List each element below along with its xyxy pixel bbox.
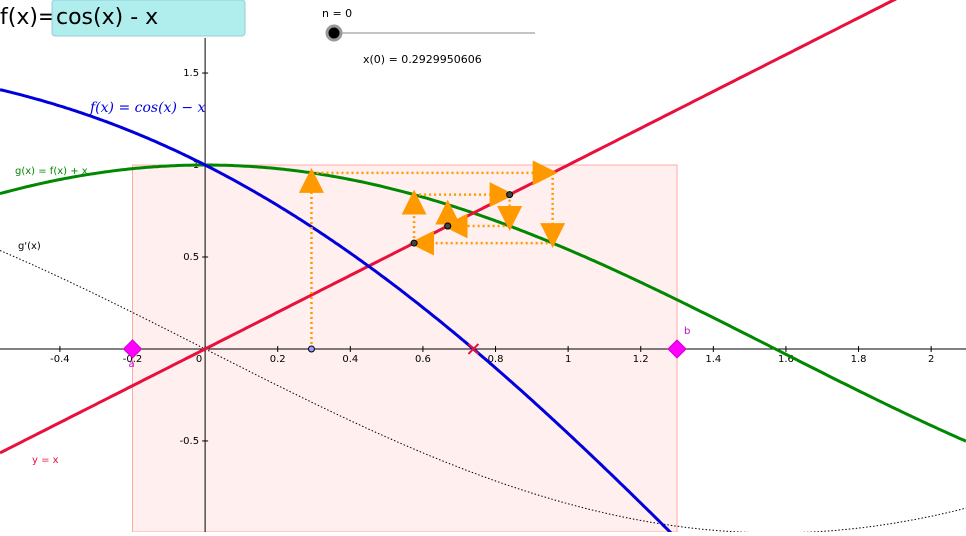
interval-label: a [129, 359, 135, 370]
x-tick-label: 1.8 [851, 354, 867, 365]
curve-identity [0, 0, 898, 455]
interval-point [122, 339, 143, 359]
y-tick-label: -0.5 [180, 436, 200, 447]
x0-point [307, 345, 315, 353]
interval-point [667, 339, 687, 359]
iterate-point [506, 191, 514, 199]
interval-label: b [684, 326, 690, 337]
input-value[interactable]: cos(x) - x [56, 5, 158, 30]
x-tick-label: 2 [928, 354, 934, 365]
slider-label: n = 0 [322, 7, 352, 20]
curve-g [0, 163, 966, 443]
root-marker [467, 343, 480, 355]
y-tick-label: 1.5 [183, 68, 199, 79]
label-g: g(x) = f(x) + x [15, 166, 88, 177]
x-tick-label: 1.6 [778, 354, 794, 365]
x-tick-label: 1.4 [705, 354, 721, 365]
x-tick-label: -0.4 [50, 354, 70, 365]
x-tick-label: 1 [565, 354, 571, 365]
x-tick-label: 0.2 [270, 354, 286, 365]
input-prefix: f(x)= [0, 5, 56, 30]
iterate-point [410, 239, 418, 247]
x-tick-label: 0.4 [342, 354, 358, 365]
input-box[interactable] [51, 0, 246, 37]
x-tick-label: 0.6 [415, 354, 431, 365]
x-tick-label: 0 [196, 354, 202, 365]
label-gprime: g'(x) [18, 241, 41, 252]
x0-text: x(0) = 0.2929950606 [363, 53, 482, 66]
y-tick-label: 0.5 [183, 252, 199, 263]
slider-knob[interactable] [325, 24, 343, 42]
label-f: f(x) = cos(x) − x [89, 100, 206, 116]
label-identity: y = x [32, 455, 59, 466]
x-tick-label: 0.8 [488, 354, 504, 365]
curve-f [0, 88, 677, 536]
x-tick-label: -0.2 [123, 354, 143, 365]
x-tick-label: 1.2 [633, 354, 649, 365]
iterate-point [444, 222, 452, 230]
